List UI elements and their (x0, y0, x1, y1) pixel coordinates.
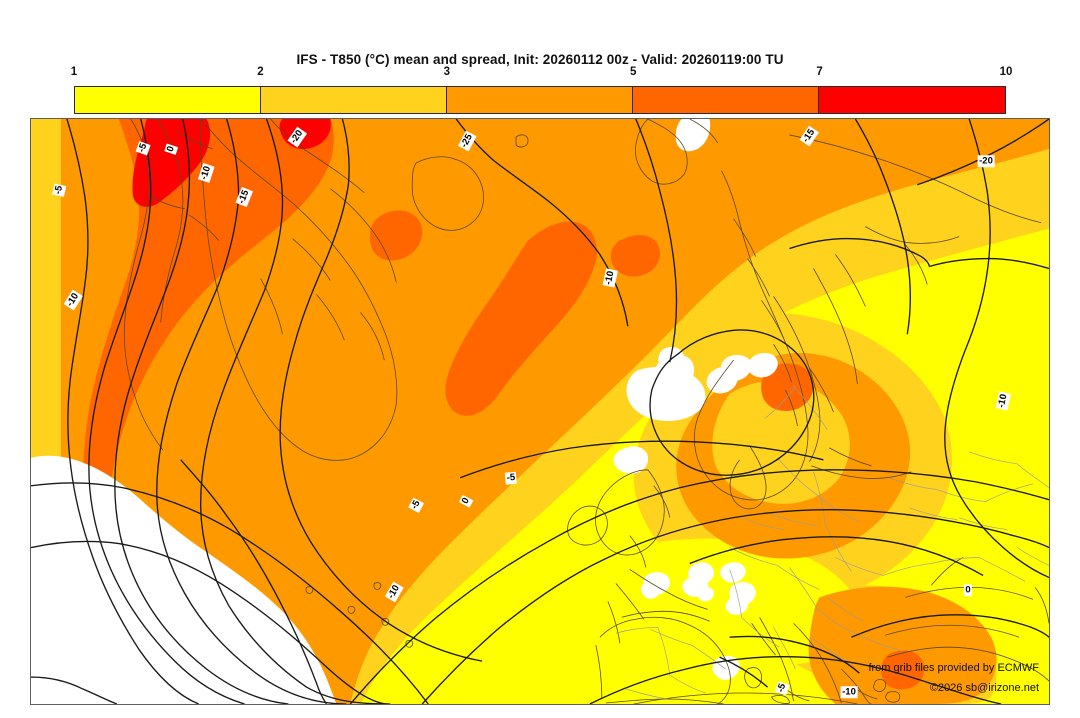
map-svg (31, 119, 1049, 704)
colorbar-band-1-2 (75, 87, 261, 113)
contour-label: -10 (840, 686, 858, 698)
colorbar-band-7-10 (819, 87, 1005, 113)
colorbar-band-2-3 (261, 87, 447, 113)
colorbar-tick-2: 2 (257, 66, 264, 78)
colorbar-band-3-5 (447, 87, 633, 113)
colorbar-tick-7: 7 (816, 66, 823, 78)
spread-band-5 (82, 119, 925, 690)
country-borders (615, 385, 1049, 700)
coastlines (123, 119, 1049, 704)
mean-contours (31, 119, 1049, 704)
contour-label: -20 (977, 155, 995, 167)
colorbar: 1 2 3 5 7 10 (71, 66, 1012, 114)
colorbar-band-5-7 (633, 87, 819, 113)
colorbar-tick-10: 10 (999, 66, 1013, 78)
credit-copyright: ©2026 sb@irizone.net (929, 682, 1039, 694)
colorbar-tick-1: 1 (70, 66, 78, 78)
nodata-areas (31, 119, 778, 704)
page-title: IFS - T850 (°C) mean and spread, Init: 2… (296, 52, 784, 67)
contour-label: 0 (963, 584, 973, 596)
contour-label: -5 (52, 183, 66, 197)
map-canvas[interactable]: -5 -5 0 -10 -15 -20 -25 -10 -15 -20 -10 -5 -5 0 -10 -10… (30, 118, 1050, 705)
colorbar-tick-5: 5 (629, 66, 637, 78)
credit-source: from grib files provided by ECMWF (868, 662, 1039, 674)
contour-label: -5 (504, 471, 518, 485)
colorbar-tick-3: 3 (443, 66, 450, 78)
colorbar-bands (74, 86, 1006, 114)
